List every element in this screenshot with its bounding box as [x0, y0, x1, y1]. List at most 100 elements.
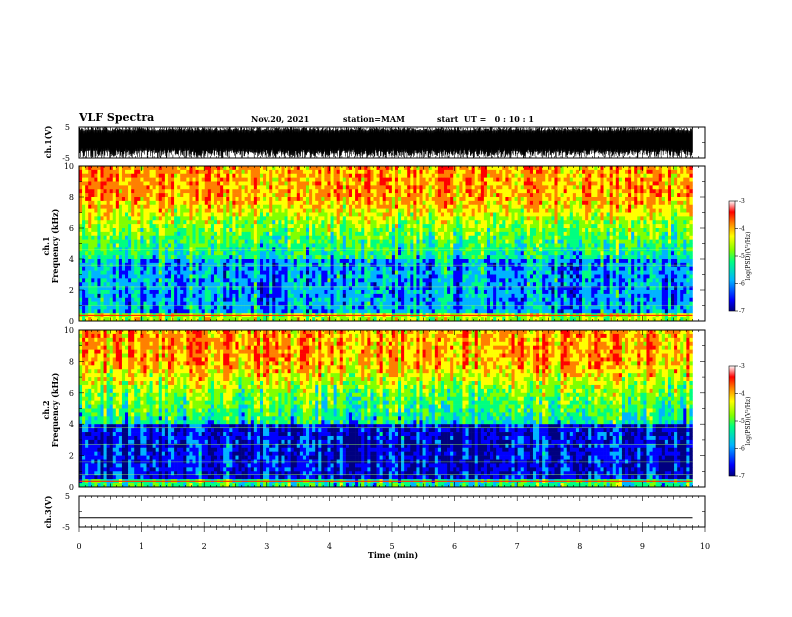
spectrogram-cell	[97, 177, 101, 182]
spectrogram-cell	[631, 169, 635, 175]
spectrogram-cell	[109, 173, 114, 178]
spectrogram-cell	[664, 243, 669, 248]
ch1-waveform-panel	[78, 126, 693, 158]
spectrogram-cell	[115, 259, 120, 264]
spectrogram-cell	[210, 169, 215, 175]
spectrogram-cell	[462, 185, 466, 190]
spectrogram-cell	[100, 216, 104, 221]
spectrogram-cell	[517, 224, 522, 229]
spectrogram-cell	[578, 193, 583, 198]
spectrogram-cell	[502, 193, 506, 198]
spectrogram-cell	[318, 251, 322, 256]
spectrogram-cell	[652, 228, 656, 233]
spectrogram-cell	[213, 239, 218, 244]
spectrogram-cell	[177, 189, 181, 194]
spectrogram-cell	[588, 200, 592, 206]
spectrogram-cell	[391, 200, 396, 206]
spectrogram-cell	[625, 251, 629, 256]
spectrogram-cell	[468, 228, 472, 233]
spectrogram-cell	[149, 239, 153, 244]
spectrogram-cell	[523, 200, 528, 206]
spectrogram-cell	[422, 259, 426, 264]
spectrogram-cell	[226, 169, 230, 175]
spectrogram-cell	[496, 231, 500, 237]
spectrogram-cell	[259, 224, 264, 229]
spectrogram-cell	[100, 220, 104, 225]
spectrogram-cell	[327, 193, 331, 198]
spectrogram-cell	[404, 224, 408, 229]
spectrogram-cell	[514, 204, 518, 209]
spectrogram-cell	[615, 239, 620, 244]
spectrogram-cell	[612, 193, 617, 198]
spectrogram-cell	[223, 169, 227, 175]
spectrogram-cell	[352, 173, 356, 178]
spectrogram-cell	[664, 185, 669, 190]
spectrogram-cell	[683, 193, 687, 198]
spectrogram-cell	[474, 228, 479, 233]
spectrogram-cell	[263, 185, 267, 190]
spectrogram-cell	[259, 204, 264, 209]
spectrogram-cell	[241, 239, 245, 244]
spectrogram-cell	[671, 212, 675, 217]
spectrogram-cell	[612, 224, 617, 229]
spectrogram-cell	[278, 204, 282, 209]
spectrogram-cell	[112, 185, 117, 190]
spectrogram-cell	[661, 189, 666, 194]
spectrogram-cell	[370, 251, 374, 256]
spectrogram-cell	[324, 208, 328, 213]
spectrogram-cell	[529, 169, 534, 175]
spectrogram-cell	[241, 251, 245, 256]
spectrogram-cell	[287, 173, 291, 178]
spectrogram-cell	[164, 228, 169, 233]
spectrogram-cell	[336, 166, 341, 171]
spectrogram-cell	[680, 185, 684, 190]
spectrogram-cell	[128, 181, 132, 186]
spectrogram-cell	[480, 255, 485, 260]
spectrogram-cell	[459, 169, 463, 175]
spectrogram-cell	[621, 177, 626, 182]
spectrogram-cell	[241, 220, 245, 225]
spectrogram-cell	[462, 200, 466, 206]
spectrogram-cell	[539, 189, 543, 194]
spectrogram-cell	[345, 259, 350, 264]
spectrogram-cell	[428, 189, 433, 194]
spectrogram-cell	[661, 173, 666, 178]
spectrogram-cell	[572, 216, 577, 221]
spectrogram-cell	[321, 259, 325, 264]
spectrogram-cell	[158, 239, 163, 244]
spectrogram-cell	[689, 185, 693, 190]
spectrogram-cell	[407, 177, 411, 182]
spectrogram-cell	[232, 177, 236, 182]
spectrogram-cell	[683, 255, 687, 260]
spectrogram-cell	[609, 220, 614, 225]
spectrogram-cell	[416, 204, 420, 209]
spectrogram-cell	[419, 181, 423, 186]
spectrogram-cell	[287, 228, 291, 233]
spectrogram-cell	[523, 228, 528, 233]
spectrogram-cell	[548, 197, 552, 202]
spectrogram-cell	[198, 197, 202, 202]
spectrogram-cell	[272, 169, 276, 175]
spectrogram-cell	[321, 239, 325, 244]
spectrogram-cell	[333, 197, 337, 202]
spectrogram-cell	[223, 166, 227, 171]
spectrogram-cell	[318, 259, 322, 264]
spectrogram-cell	[192, 251, 196, 256]
spectrogram-cell	[278, 197, 282, 202]
spectrogram-cell	[302, 216, 307, 221]
spectrogram-cell	[284, 216, 288, 221]
spectrogram-cell	[474, 173, 479, 178]
spectrogram-cell	[299, 235, 304, 240]
spectrogram-cell	[82, 251, 86, 256]
spectrogram-cell	[189, 259, 193, 264]
spectrogram-cell	[447, 200, 451, 206]
spectrogram-cell	[244, 224, 249, 229]
spectrogram-cell	[345, 212, 350, 217]
spectrogram-cell	[609, 204, 614, 209]
spectrogram-cell	[419, 166, 423, 171]
spectrogram-cell	[462, 251, 466, 256]
header-date: Nov.20, 2021	[251, 114, 309, 124]
spectrogram-cell	[413, 212, 417, 217]
spectrogram-cell	[658, 173, 663, 178]
spectrogram-cell	[379, 228, 383, 233]
